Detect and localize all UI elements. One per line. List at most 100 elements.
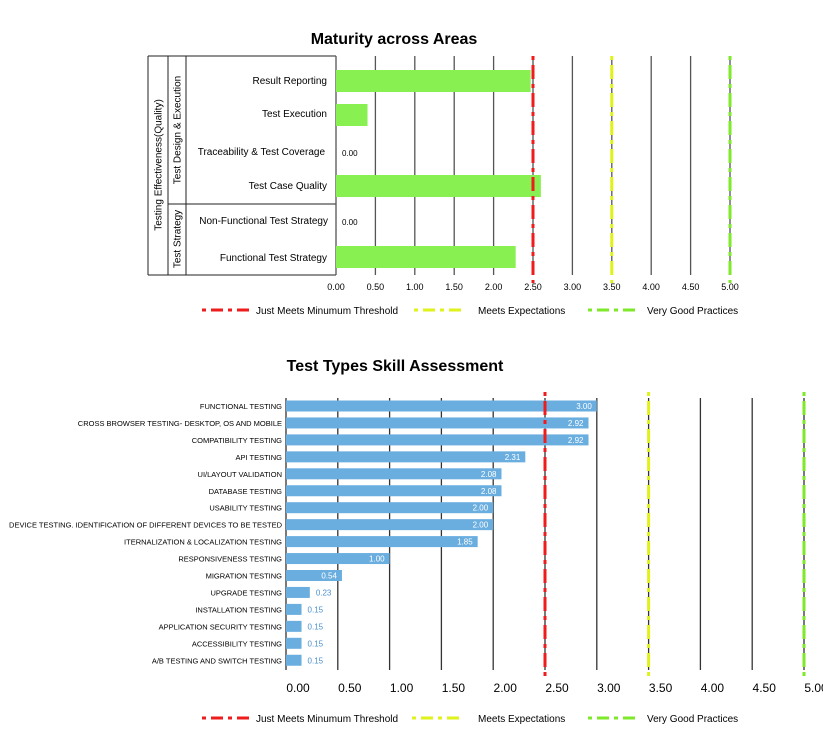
x-tick-label: 3.50 bbox=[649, 681, 673, 695]
legend-item-expectations: Meets Expectations bbox=[412, 714, 565, 725]
chart1-legend: Just Meets Minumum Threshold Meets Expec… bbox=[202, 306, 738, 317]
legend-label-good-practices: Very Good Practices bbox=[647, 306, 738, 317]
category-label: API TESTING bbox=[235, 453, 282, 462]
bar-value-label: 2.92 bbox=[568, 436, 584, 445]
chart2-title: Test Types Skill Assessment bbox=[287, 358, 504, 375]
category-label: UI/LAYOUT VALIDATION bbox=[198, 470, 282, 479]
category-label: FUNCTIONAL TESTING bbox=[200, 402, 282, 411]
x-tick-label: 1.50 bbox=[442, 681, 466, 695]
bar bbox=[286, 400, 597, 412]
chart2-category-labels: FUNCTIONAL TESTING CROSS BROWSER TESTING-… bbox=[9, 402, 283, 665]
chart2-threshold-lines bbox=[543, 392, 806, 680]
bar-value-label: 0.54 bbox=[321, 572, 337, 581]
category-label: APPLICATION SECURITY TESTING bbox=[159, 622, 283, 631]
category-label: ACCESSIBILITY TESTING bbox=[192, 639, 282, 648]
chart-skill-assessment: Test Types Skill Assessment FUNCTIONAL T… bbox=[9, 358, 823, 725]
chart1-category-label: Test Case Quality bbox=[249, 181, 327, 192]
chart1-category-label: Traceability & Test Coverage bbox=[198, 147, 326, 158]
chart1-category-labels: Result Reporting Test Execution Traceabi… bbox=[198, 76, 328, 264]
bar bbox=[286, 434, 589, 446]
x-tick-label: 3.00 bbox=[597, 681, 621, 695]
bar-value-label: 2.08 bbox=[481, 487, 497, 496]
bar-value-label: 0.15 bbox=[308, 656, 324, 665]
chart1-category-label: Result Reporting bbox=[253, 76, 327, 87]
bar bbox=[336, 246, 516, 268]
category-label: A/B TESTING AND SWITCH TESTING bbox=[152, 656, 282, 665]
bar bbox=[286, 603, 302, 615]
bar-value-label: 3.00 bbox=[576, 402, 592, 411]
chart2-legend: Just Meets Minumum Threshold Meets Expec… bbox=[202, 714, 738, 725]
bar bbox=[336, 70, 531, 92]
bar-value-label: 2.92 bbox=[568, 419, 584, 428]
legend-label-minimum: Just Meets Minumum Threshold bbox=[256, 714, 398, 725]
x-tick-label: 2.00 bbox=[485, 282, 503, 292]
chart1-threshold-lines bbox=[531, 56, 732, 283]
category-label: DEVICE TESTING. IDENTIFICATION OF DIFFER… bbox=[9, 521, 283, 530]
bar bbox=[286, 536, 478, 548]
legend-item-minimum: Just Meets Minumum Threshold bbox=[202, 714, 398, 725]
x-tick-label: 0.50 bbox=[367, 282, 385, 292]
bar bbox=[286, 519, 494, 531]
bar-value-label: 2.00 bbox=[473, 521, 489, 530]
bar-value-label: 0.15 bbox=[308, 622, 324, 631]
x-tick-label: 0.00 bbox=[286, 681, 310, 695]
bar-value-label: 0.00 bbox=[342, 218, 358, 227]
bar bbox=[336, 175, 541, 197]
chart2-x-tick-labels: 0.00 0.50 1.00 1.50 2.00 2.50 3.00 3.50 4.00 4.50… bbox=[286, 681, 823, 695]
bar-value-label: 0.15 bbox=[308, 605, 324, 614]
category-label: INSTALLATION TESTING bbox=[195, 605, 282, 614]
chart1-bars bbox=[336, 70, 541, 268]
legend-item-good-practices: Very Good Practices bbox=[588, 714, 738, 725]
chart1-x-tick-labels: 0.00 0.50 1.00 1.50 2.00 2.50 3.00 3.50 4.00 4.50… bbox=[327, 282, 739, 292]
x-tick-label: 3.50 bbox=[603, 282, 621, 292]
chart1-category-label: Functional Test Strategy bbox=[220, 253, 327, 264]
category-label: USABILITY TESTING bbox=[209, 504, 282, 513]
chart1-value-labels: 0.00 0.00 bbox=[342, 149, 358, 227]
x-tick-label: 1.00 bbox=[406, 282, 424, 292]
legend-label-minimum: Just Meets Minumum Threshold bbox=[256, 306, 398, 317]
x-tick-label: 4.00 bbox=[701, 681, 725, 695]
category-label: CROSS BROWSER TESTING- DESKTOP, OS AND M… bbox=[78, 419, 282, 428]
category-label: ITERNALIZATION & LOCALIZATION TESTING bbox=[124, 538, 282, 547]
x-tick-label: 0.00 bbox=[327, 282, 345, 292]
bar-value-label: 2.31 bbox=[505, 453, 521, 462]
legend-label-expectations: Meets Expectations bbox=[478, 306, 565, 317]
category-label: DATABASE TESTING bbox=[209, 487, 283, 496]
chart1-category-label: Test Execution bbox=[262, 109, 327, 120]
chart1-subgroup-label-strategy: Test Strategy bbox=[173, 210, 184, 268]
x-tick-label: 4.00 bbox=[642, 282, 660, 292]
x-tick-label: 1.00 bbox=[390, 681, 414, 695]
bar bbox=[336, 104, 368, 126]
bar-value-label: 1.85 bbox=[457, 538, 473, 547]
category-label: COMPATIBILITY TESTING bbox=[192, 436, 282, 445]
x-tick-label: 2.50 bbox=[524, 282, 542, 292]
x-tick-label: 1.50 bbox=[445, 282, 463, 292]
chart2-value-labels: 3.002.922.922.312.082.082.002.001.851.00… bbox=[308, 402, 593, 665]
legend-item-good-practices: Very Good Practices bbox=[588, 306, 738, 317]
chart1-category-label: Non-Functional Test Strategy bbox=[199, 216, 328, 227]
category-label: RESPONSIVENESS TESTING bbox=[178, 555, 282, 564]
x-tick-label: 5.00 bbox=[804, 681, 823, 695]
x-tick-label: 4.50 bbox=[753, 681, 777, 695]
bar-value-label: 0.23 bbox=[316, 588, 332, 597]
bar bbox=[286, 586, 310, 598]
x-tick-label: 3.00 bbox=[564, 282, 582, 292]
bar bbox=[286, 485, 502, 497]
x-tick-label: 4.50 bbox=[682, 282, 700, 292]
category-label: UPGRADE TESTING bbox=[210, 588, 282, 597]
bar bbox=[286, 468, 502, 480]
chart2-bars bbox=[286, 400, 597, 666]
bar-value-label: 2.00 bbox=[473, 504, 489, 513]
x-tick-label: 2.50 bbox=[545, 681, 569, 695]
x-tick-label: 5.00 bbox=[721, 282, 739, 292]
bar bbox=[286, 417, 589, 429]
legend-item-minimum: Just Meets Minumum Threshold bbox=[202, 306, 398, 317]
x-tick-label: 2.00 bbox=[494, 681, 518, 695]
bar bbox=[286, 570, 342, 581]
chart-maturity: Maturity across Areas Testing Effectiven… bbox=[147, 31, 739, 317]
bar bbox=[286, 502, 494, 514]
chart1-subgroup-label-design: Test Design & Execution bbox=[173, 76, 184, 184]
x-tick-label: 0.50 bbox=[338, 681, 362, 695]
chart1-group-label: Testing Effectiveness(Quality) bbox=[154, 99, 165, 231]
